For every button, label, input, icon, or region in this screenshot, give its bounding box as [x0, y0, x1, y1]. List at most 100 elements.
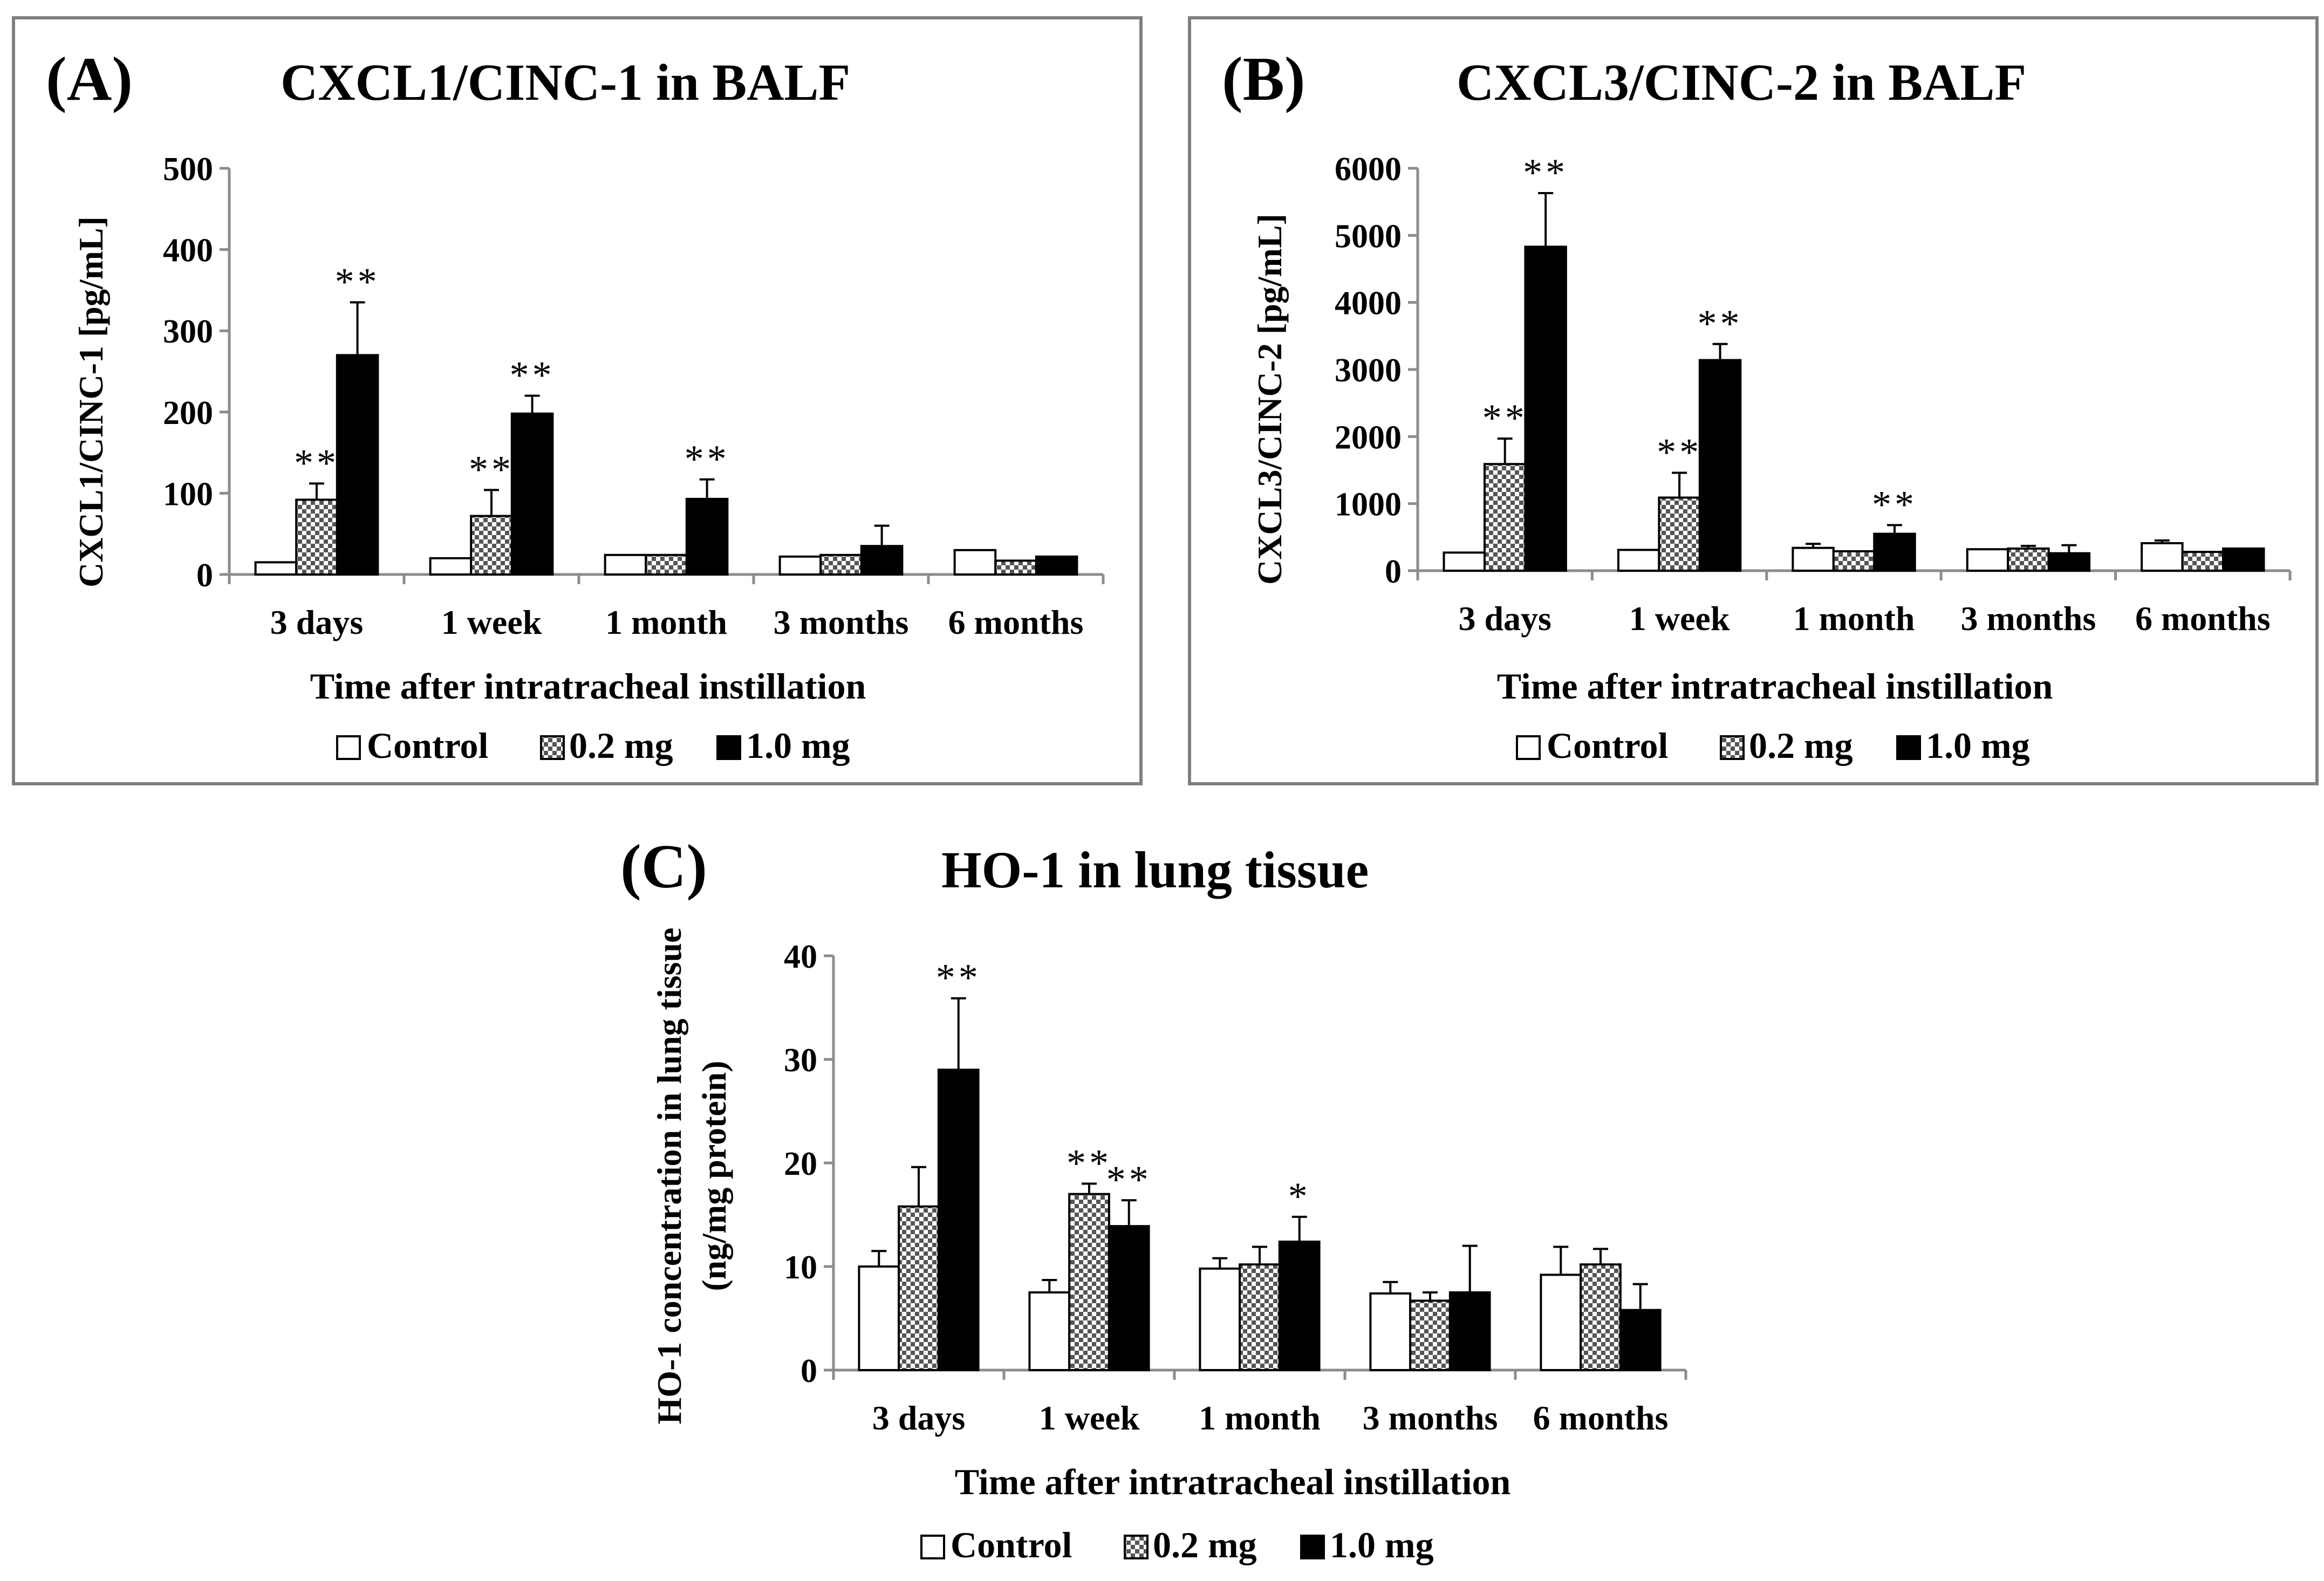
bar-0-2mg	[1658, 496, 1701, 572]
bar-control	[1617, 549, 1660, 572]
bar-0-2mg	[470, 515, 513, 576]
y-tick-label: 200	[163, 395, 213, 432]
bar-0-2mg	[1068, 1193, 1110, 1372]
bar-1-0mg	[1619, 1309, 1662, 1371]
significance-marker: *	[1288, 1175, 1311, 1218]
bar-control	[858, 1265, 900, 1371]
panel-c-xlabel: Time after intratracheal instillation	[955, 1461, 1511, 1502]
x-tick-label: 3 months	[1961, 599, 2096, 638]
bar-0-2mg	[2181, 551, 2225, 572]
legend-swatch-0-2mg	[540, 735, 565, 760]
legend-swatch-control	[920, 1535, 945, 1559]
legend-swatch-control	[336, 735, 361, 760]
significance-marker: **	[1657, 430, 1702, 474]
y-tick-label: 10	[784, 1249, 817, 1286]
significance-marker: **	[1067, 1141, 1112, 1185]
y-tick-label: 3000	[1335, 352, 1402, 389]
significance-marker: **	[294, 441, 339, 484]
legend-swatch-control	[1516, 735, 1541, 760]
panel-b-frame	[1188, 16, 2319, 785]
significance-marker: **	[335, 260, 380, 303]
bar-0-2mg	[819, 553, 863, 576]
bar-control	[254, 561, 298, 576]
significance-marker: **	[1482, 396, 1528, 440]
y-tick-label: 30	[784, 1042, 817, 1079]
x-tick-label: 3 months	[1363, 1399, 1498, 1437]
panel-a-xlabel: Time after intratracheal instillation	[310, 666, 866, 707]
x-tick-label: 6 months	[2135, 599, 2271, 638]
legend-label-control: Control	[367, 725, 488, 766]
legend-swatch-0-2mg	[1720, 735, 1745, 760]
bar-1-0mg	[510, 412, 554, 576]
bar-control	[953, 549, 997, 576]
bar-0-2mg	[994, 559, 1037, 576]
bar-control	[1443, 551, 1486, 572]
bar-control	[1966, 548, 2009, 572]
y-tick-label: 5000	[1335, 218, 1402, 255]
bar-1-0mg	[1108, 1225, 1150, 1372]
bar-control	[1369, 1292, 1412, 1371]
x-tick-label: 6 months	[948, 603, 1084, 641]
legend-label-1-0mg: 1.0 mg	[1926, 725, 2030, 766]
panel-c-ylabel-line2: (ng/mg protein)	[695, 1060, 733, 1291]
bar-1-0mg	[1873, 532, 1916, 572]
legend-label-0-2mg: 0.2 mg	[1153, 1524, 1257, 1565]
panel-a-title: CXCL1/CINC-1 in BALF	[281, 53, 850, 111]
bar-1-0mg	[1278, 1240, 1321, 1371]
legend-label-control: Control	[951, 1524, 1072, 1565]
legend-swatch-1-0mg	[1300, 1535, 1325, 1559]
panel-b-title: CXCL3/CINC-2 in BALF	[1457, 53, 2026, 111]
bar-0-2mg	[898, 1205, 940, 1371]
bar-0-2mg	[645, 553, 688, 576]
panel-b-legend: Control 0.2 mg 1.0 mg	[1516, 725, 2030, 766]
bar-0-2mg	[1483, 463, 1527, 572]
bar-control	[429, 557, 473, 576]
x-tick-label: 1 month	[1199, 1399, 1321, 1437]
x-tick-label: 1 month	[1793, 599, 1915, 638]
panel-a-legend: Control 0.2 mg 1.0 mg	[336, 725, 850, 766]
y-tick-label: 20	[784, 1146, 817, 1182]
panel-c-legend: Control 0.2 mg 1.0 mg	[920, 1524, 1434, 1565]
significance-marker: **	[1872, 483, 1917, 526]
bar-1-0mg	[1448, 1291, 1491, 1371]
bar-control	[604, 553, 647, 576]
panel-c-ylabel-line1: HO-1 concentration in lung tissue	[650, 928, 688, 1425]
panel-a-frame	[12, 16, 1143, 785]
legend-swatch-1-0mg	[1896, 735, 1921, 760]
significance-marker: **	[1106, 1158, 1152, 1201]
bar-1-0mg	[685, 497, 729, 576]
legend-swatch-1-0mg	[716, 735, 741, 760]
bar-1-0mg	[2047, 552, 2091, 572]
panel-c-title: HO-1 in lung tissue	[941, 841, 1369, 899]
legend-label-1-0mg: 1.0 mg	[1330, 1524, 1434, 1565]
panel-c-label: (C)	[620, 832, 707, 901]
y-tick-label: 500	[163, 151, 213, 188]
legend-label-control: Control	[1547, 725, 1668, 766]
bar-control	[1199, 1267, 1241, 1372]
panel-b-ylabel: CXCL3/CINC-2 [pg/mL]	[1250, 214, 1289, 585]
panel-a-label: (A)	[46, 45, 133, 114]
y-tick-label: 300	[163, 313, 213, 350]
x-tick-label: 1 month	[605, 603, 727, 641]
bar-control	[1540, 1274, 1582, 1372]
legend-label-0-2mg: 0.2 mg	[1749, 725, 1853, 766]
panel-c-plot: 0 10 20 30 40 3 days 1 week 1 month 3 months 6 mo…	[784, 939, 1687, 1437]
bar-1-0mg	[1698, 359, 1742, 572]
x-tick-label: 1 week	[441, 603, 542, 641]
y-tick-label: 1000	[1335, 487, 1402, 523]
bar-0-2mg	[2007, 547, 2050, 572]
panel-a-ylabel: CXCL1/CINC-1 [pg/mL]	[72, 216, 110, 587]
y-tick-label: 400	[163, 232, 213, 269]
significance-marker: **	[469, 448, 514, 491]
x-tick-label: 3 months	[774, 603, 909, 641]
bar-0-2mg	[1832, 550, 1876, 572]
x-tick-label: 3 days	[1458, 599, 1551, 638]
y-tick-label: 4000	[1335, 285, 1402, 322]
bar-1-0mg	[2222, 547, 2265, 572]
y-tick-label: 6000	[1335, 151, 1402, 188]
significance-marker: **	[1698, 302, 1743, 345]
panel-b-xlabel: Time after intratracheal instillation	[1497, 666, 2053, 707]
bar-control	[1792, 546, 1835, 572]
legend-label-1-0mg: 1.0 mg	[746, 725, 850, 766]
significance-marker: **	[685, 437, 730, 481]
